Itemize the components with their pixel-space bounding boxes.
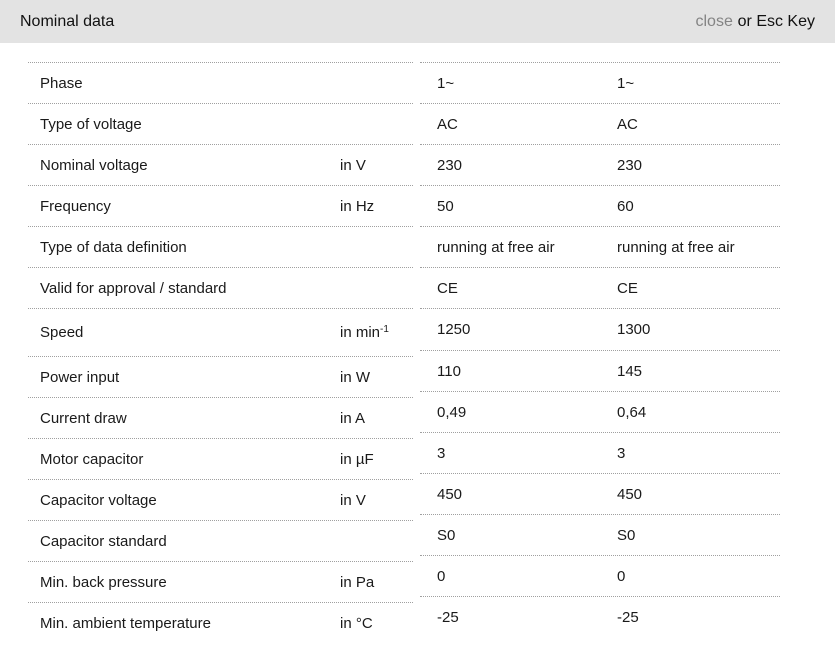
table-row: 110 145 [420, 350, 780, 391]
row-value-1: 3 [437, 444, 446, 462]
spec-table-labels: Phase Type of voltage Nominal voltage in… [28, 62, 413, 643]
row-value-2: 230 [617, 156, 643, 174]
row-label: Type of voltage [40, 115, 142, 133]
table-row: Valid for approval / standard [28, 267, 413, 308]
row-label: Valid for approval / standard [40, 279, 227, 297]
row-unit: in µF [340, 450, 374, 468]
table-row: 3 3 [420, 432, 780, 473]
row-label: Capacitor voltage [40, 491, 157, 509]
row-value-1: AC [437, 115, 458, 133]
row-unit: in min-1 [340, 324, 389, 341]
modal-header: Nominal data close or Esc Key [0, 0, 835, 43]
row-label: Min. back pressure [40, 573, 167, 591]
nominal-data-panel: Phase Type of voltage Nominal voltage in… [28, 62, 835, 643]
table-row: Capacitor standard [28, 520, 413, 561]
row-value-2: 0,64 [617, 403, 647, 421]
row-value-1: 450 [437, 485, 463, 503]
row-label: Current draw [40, 409, 127, 427]
table-row: 0 0 [420, 555, 780, 596]
table-row: 230 230 [420, 144, 780, 185]
table-row: 450 450 [420, 473, 780, 514]
spec-table-values: 1~ 1~ AC AC 230 230 50 60 running at fre… [420, 62, 780, 637]
table-row: 0,49 0,64 [420, 391, 780, 432]
table-row: Nominal voltage in V [28, 144, 413, 185]
row-value-1: 110 [437, 362, 461, 380]
table-row: Current draw in A [28, 397, 413, 438]
row-unit: in V [340, 491, 366, 509]
row-value-2: 450 [617, 485, 643, 503]
table-row: Capacitor voltage in V [28, 479, 413, 520]
row-value-2: 145 [617, 362, 643, 380]
row-value-1: 230 [437, 156, 463, 174]
row-label: Min. ambient temperature [40, 614, 211, 632]
row-label: Capacitor standard [40, 532, 167, 550]
table-row: Type of data definition [28, 226, 413, 267]
row-unit: in Hz [340, 197, 375, 215]
row-value-2: CE [617, 279, 638, 297]
row-label: Type of data definition [40, 238, 187, 256]
page-title: Nominal data [20, 12, 115, 30]
table-row: Phase [28, 62, 413, 103]
row-label: Phase [40, 74, 83, 92]
close-button[interactable]: close [695, 12, 733, 30]
row-label: Motor capacitor [40, 450, 144, 468]
row-label: Speed [40, 324, 84, 341]
table-row: S0 S0 [420, 514, 780, 555]
row-value-1: 0,49 [437, 403, 467, 421]
row-label: Nominal voltage [40, 156, 148, 174]
row-value-1: -25 [437, 608, 459, 626]
row-value-2: 1~ [617, 74, 635, 92]
table-row: Min. ambient temperature in °C [28, 602, 413, 643]
table-row: 50 60 [420, 185, 780, 226]
close-area: close or Esc Key [695, 13, 815, 31]
row-value-1: running at free air [437, 238, 555, 256]
row-value-1: 50 [437, 197, 454, 215]
row-label: Frequency [40, 197, 111, 215]
table-row: Min. back pressure in Pa [28, 561, 413, 602]
row-value-1: 0 [437, 567, 446, 585]
row-unit: in Pa [340, 573, 375, 591]
table-row: Power input in W [28, 356, 413, 397]
row-value-2: running at free air [617, 238, 735, 256]
close-hint: or Esc Key [737, 12, 815, 30]
row-value-2: -25 [617, 608, 639, 626]
table-row: AC AC [420, 103, 780, 144]
row-value-1: S0 [437, 526, 456, 544]
row-value-2: 1300 [617, 321, 651, 338]
table-row: -25 -25 [420, 596, 780, 637]
row-unit: in V [340, 156, 366, 174]
row-value-1: 1250 [437, 321, 471, 338]
row-value-2: 0 [617, 567, 626, 585]
table-row: CE CE [420, 267, 780, 308]
row-value-1: 1~ [437, 74, 455, 92]
unit-superscript: -1 [380, 324, 389, 335]
row-unit: in W [340, 368, 370, 386]
table-row: Motor capacitor in µF [28, 438, 413, 479]
table-row: Frequency in Hz [28, 185, 413, 226]
table-row: Speed in min-1 [28, 308, 413, 356]
row-unit: in A [340, 409, 366, 427]
table-row: running at free air running at free air [420, 226, 780, 267]
row-unit: in °C [340, 614, 373, 632]
row-value-1: CE [437, 279, 458, 297]
row-value-2: 3 [617, 444, 626, 462]
row-value-2: S0 [617, 526, 636, 544]
table-row: 1~ 1~ [420, 62, 780, 103]
table-row: Type of voltage [28, 103, 413, 144]
row-label: Power input [40, 368, 120, 386]
row-value-2: 60 [617, 197, 634, 215]
row-value-2: AC [617, 115, 638, 133]
table-row: 1250 1300 [420, 308, 780, 350]
